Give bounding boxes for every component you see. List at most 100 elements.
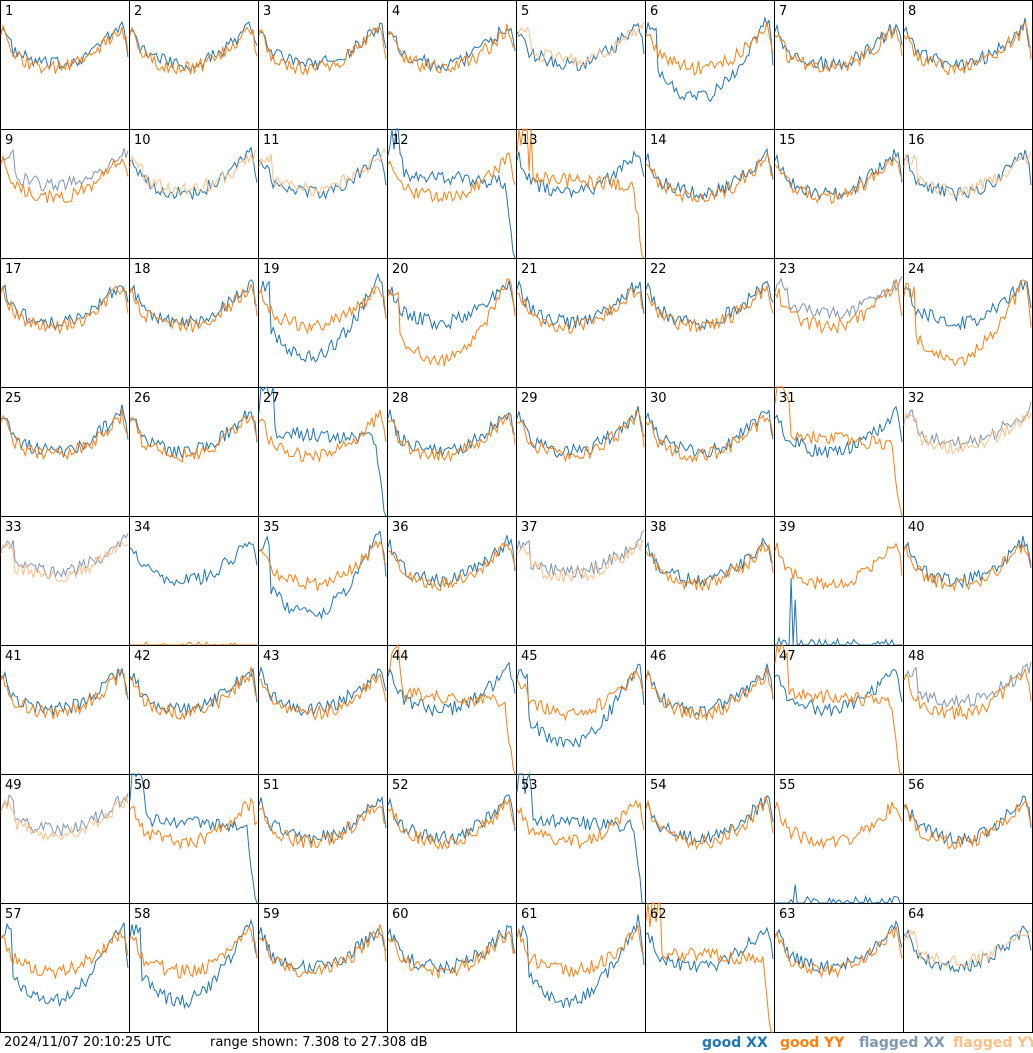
panel-62: 62 <box>645 902 775 1033</box>
good-xx-line <box>258 146 387 201</box>
panel-23: 23 <box>774 258 904 388</box>
panel-frame <box>0 129 130 259</box>
flagged-yy-line <box>903 928 1032 969</box>
panel-17: 17 <box>0 258 130 388</box>
good-xx-line <box>387 128 516 259</box>
good-yy-line <box>129 26 258 75</box>
panel-frame <box>645 387 775 517</box>
panel-53: 53 <box>516 772 646 904</box>
panel-label: 61 <box>521 907 538 922</box>
panel-label: 43 <box>263 649 280 664</box>
good-xx-line <box>258 927 387 975</box>
panel-56: 56 <box>903 774 1033 904</box>
good-yy-line <box>903 542 1032 592</box>
panel-frame <box>258 387 388 517</box>
panel-label: 54 <box>650 778 667 793</box>
panel-frame <box>129 0 259 130</box>
panel-51: 51 <box>258 774 388 904</box>
panel-9: 9 <box>0 129 130 259</box>
panel-63: 63 <box>774 903 904 1033</box>
good-xx-line <box>0 21 129 71</box>
panel-frame <box>645 903 775 1033</box>
good-yy-line <box>258 539 387 592</box>
panel-label: 15 <box>779 133 796 148</box>
flagged-yy-line <box>258 147 387 197</box>
panel-frame <box>516 774 646 904</box>
panel-frame <box>0 774 130 904</box>
panel-frame <box>258 903 388 1033</box>
panel-label: 13 <box>521 133 538 148</box>
good-yy-line <box>774 925 903 979</box>
panel-57: 57 <box>0 903 130 1033</box>
flagged-xx-line <box>903 401 1032 450</box>
good-xx-line <box>387 794 516 845</box>
good-yy-line <box>517 287 645 334</box>
good-xx-line <box>387 25 516 73</box>
panel-41: 41 <box>0 645 130 775</box>
panel-label: 27 <box>263 391 280 406</box>
good-xx-line <box>516 279 645 330</box>
good-yy-line <box>645 21 774 77</box>
panel-label: 10 <box>134 133 151 148</box>
panel-37: 37 <box>516 516 646 646</box>
good-xx-line <box>516 22 645 72</box>
panel-label: 23 <box>779 262 796 277</box>
panel-label: 58 <box>134 907 151 922</box>
panel-frame <box>774 387 904 517</box>
good-yy-line <box>774 644 903 775</box>
good-yy-line <box>0 155 129 204</box>
good-xx-line <box>387 409 516 458</box>
good-yy-line <box>516 409 645 463</box>
good-xx-line <box>775 578 902 647</box>
good-xx-line <box>903 795 1032 846</box>
panel-60: 60 <box>387 903 517 1033</box>
panel-label: 35 <box>263 520 280 535</box>
good-yy-line <box>387 412 516 462</box>
panel-42: 42 <box>129 645 259 775</box>
panel-3: 3 <box>258 0 388 130</box>
good-yy-line <box>516 669 645 722</box>
panel-label: 33 <box>5 520 22 535</box>
panel-frame <box>129 774 259 904</box>
panel-label: 22 <box>650 262 667 277</box>
panel-label: 56 <box>908 778 925 793</box>
panel-label: 51 <box>263 778 280 793</box>
good-yy-line <box>387 930 516 979</box>
panel-7: 7 <box>774 0 904 130</box>
good-yy-line <box>258 409 387 463</box>
good-xx-line <box>129 410 258 460</box>
good-xx-line <box>387 535 516 588</box>
good-xx-line <box>903 149 1032 203</box>
good-xx-line <box>775 884 902 905</box>
panel-15: 15 <box>774 129 904 259</box>
panel-label: 48 <box>908 649 925 664</box>
good-yy-line <box>645 542 774 592</box>
panel-label: 20 <box>392 262 409 277</box>
good-yy-line <box>645 795 774 851</box>
panel-49: 49 <box>0 774 130 904</box>
good-yy-line <box>258 672 387 721</box>
good-yy-line <box>774 26 903 73</box>
timestamp: 2024/11/07 20:10:25 UTC <box>4 1035 172 1050</box>
panel-frame <box>258 774 388 904</box>
panel-label: 46 <box>650 649 667 664</box>
good-yy-line <box>903 21 1032 76</box>
panel-label: 4 <box>392 4 400 19</box>
panel-frame <box>516 516 646 646</box>
good-yy-line <box>129 666 258 721</box>
panel-48: 48 <box>903 645 1033 775</box>
panel-frame <box>774 645 904 775</box>
good-xx-line <box>516 772 644 904</box>
good-xx-line <box>903 925 1032 973</box>
panel-label: 62 <box>650 907 667 922</box>
panel-38: 38 <box>645 516 775 646</box>
panel-frame <box>258 258 388 388</box>
legend-flagged-xx: flagged XX <box>859 1035 945 1051</box>
panel-34: 34 <box>129 516 259 646</box>
panel-label: 1 <box>5 4 13 19</box>
good-xx-line <box>129 773 258 904</box>
panel-label: 28 <box>392 391 409 406</box>
good-xx-line <box>645 926 774 974</box>
good-xx-line <box>903 279 1032 332</box>
